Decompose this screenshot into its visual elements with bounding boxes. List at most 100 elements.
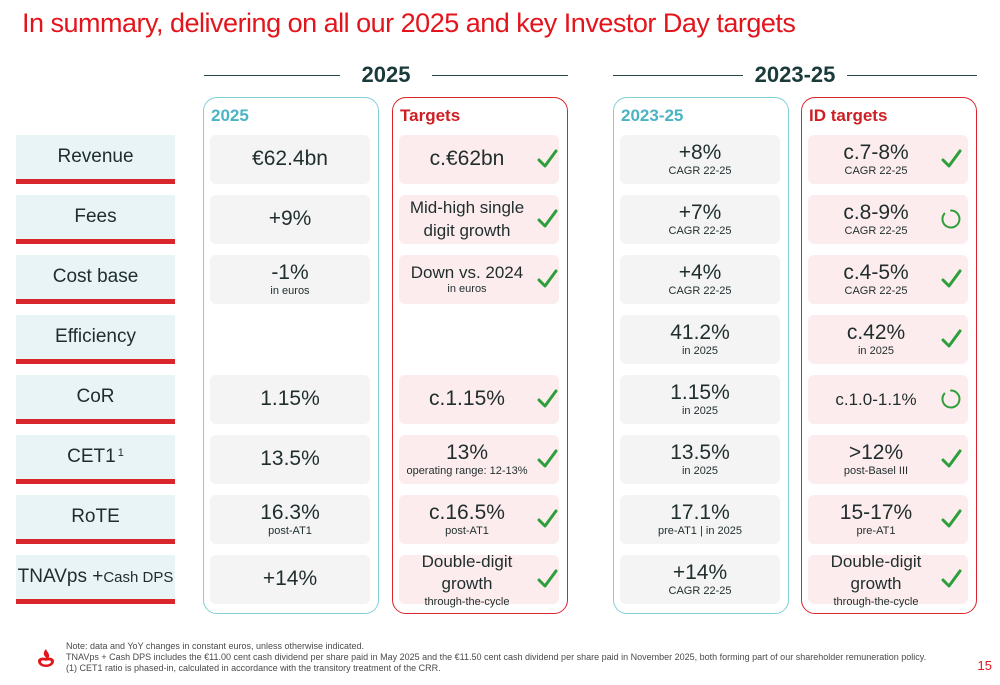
column-frame-id-targets <box>801 97 977 614</box>
check-icon <box>536 208 558 230</box>
progress-circle-icon <box>940 208 962 230</box>
cell-value: +4% <box>678 260 722 284</box>
cell-value: +9% <box>268 207 312 231</box>
cell-id-row-0: c.7-8% CAGR 22-25 <box>808 135 968 184</box>
column-frame-targets <box>392 97 568 614</box>
cell-t2025-row-1: Mid-high single digit growth <box>399 195 559 244</box>
cell-id-row-1: c.8-9% CAGR 22-25 <box>808 195 968 244</box>
row-label-efficiency: Efficiency <box>16 315 175 364</box>
cell-value: c.€62bn <box>429 147 505 171</box>
cell-value: 13% <box>445 440 489 464</box>
cell-a2025-row-1: +9% <box>210 195 370 244</box>
row-label-text: RoTE <box>71 506 120 527</box>
section-header-2025: 2025 <box>204 62 568 90</box>
progress-circle-icon <box>940 388 962 410</box>
row-label-text: Fees <box>74 206 117 227</box>
cell-value: Double-digit growth <box>421 551 513 593</box>
cell-subtext: CAGR 22-25 <box>668 164 732 177</box>
cell-subtext: pre-AT1 | in 2025 <box>658 524 742 537</box>
footnotes: Note: data and YoY changes in constant e… <box>66 641 946 674</box>
cell-a2325-row-4: 1.15% in 2025 <box>620 375 780 424</box>
cell-id-row-6: 15-17% pre-AT1 <box>808 495 968 544</box>
section-label-2023-25: 2023-25 <box>754 62 836 87</box>
row-label-rote: RoTE <box>16 495 175 544</box>
cell-value: c.16.5% <box>429 500 505 524</box>
row-label-text: Cost base <box>52 266 139 287</box>
cell-id-row-7: Double-digit growth through-the-cycle <box>808 552 968 607</box>
cell-t2025-row-4: c.1.15% <box>399 375 559 424</box>
cell-a2325-row-1: +7% CAGR 22-25 <box>620 195 780 244</box>
column-header-2023-25: 2023-25 <box>621 106 684 125</box>
cell-t2025-row-6: c.16.5% post-AT1 <box>399 495 559 544</box>
flame-logo-icon <box>38 649 54 667</box>
cell-subtext: CAGR 22-25 <box>844 164 908 177</box>
cell-a2025-row-4: 1.15% <box>210 375 370 424</box>
cell-value: +8% <box>678 140 722 164</box>
cell-a2325-row-7: +14% CAGR 22-25 <box>620 555 780 604</box>
cell-a2025-row-2: -1% in euros <box>210 255 370 304</box>
footnote-tnav: TNAVps + Cash DPS includes the €11.00 ce… <box>66 652 927 662</box>
cell-value: +14% <box>672 560 728 584</box>
check-icon <box>940 508 962 530</box>
cell-t2025-row-7: Double-digit growth through-the-cycle <box>399 552 559 607</box>
cell-value: +7% <box>678 200 722 224</box>
check-icon <box>940 328 962 350</box>
check-icon <box>940 568 962 590</box>
cell-value: c.8-9% <box>843 200 909 224</box>
cell-value: c.1.15% <box>429 387 505 411</box>
cell-subtext: post-Basel III <box>843 464 909 477</box>
row-label-text: CET1 <box>67 446 116 467</box>
check-icon <box>536 268 558 290</box>
cell-value: c.7-8% <box>843 140 909 164</box>
cell-subtext: post-AT1 <box>268 524 312 537</box>
row-label-text: Revenue <box>57 146 134 167</box>
cell-subtext: in 2025 <box>681 464 719 477</box>
cell-subtext: CAGR 22-25 <box>668 224 732 237</box>
row-label-cet1: CET1 1 <box>16 435 175 484</box>
check-icon <box>940 148 962 170</box>
cell-value: Down vs. 2024 <box>410 262 524 282</box>
cell-value: 16.3% <box>260 500 320 524</box>
cell-value: +14% <box>262 567 318 591</box>
row-label-text: Efficiency <box>55 326 136 347</box>
cell-value: Double-digit growth <box>830 551 922 593</box>
cell-t2025-row-5: 13% operating range: 12-13% <box>399 435 559 484</box>
column-frame-2023-25 <box>613 97 789 614</box>
column-header-targets: Targets <box>400 106 461 125</box>
cell-value: 1.15% <box>260 387 320 411</box>
check-icon <box>940 448 962 470</box>
cell-value: 1.15% <box>670 380 730 404</box>
row-label-revenue: Revenue <box>16 135 175 184</box>
cell-subtext: operating range: 12-13% <box>406 464 528 477</box>
cell-id-row-2: c.4-5% CAGR 22-25 <box>808 255 968 304</box>
cell-a2325-row-2: +4% CAGR 22-25 <box>620 255 780 304</box>
cell-subtext: CAGR 22-25 <box>844 224 908 237</box>
section-label-2025: 2025 <box>361 62 411 87</box>
cell-a2025-row-6: 16.3% post-AT1 <box>210 495 370 544</box>
check-icon <box>536 448 558 470</box>
row-label-cor: CoR <box>16 375 175 424</box>
column-header-2025: 2025 <box>211 106 249 125</box>
cell-value: 13.5% <box>670 440 730 464</box>
row-label-cost-base: Cost base <box>16 255 175 304</box>
footnote-cet1: (1) CET1 ratio is phased-in, calculated … <box>66 663 441 673</box>
cell-value: c.4-5% <box>843 260 909 284</box>
cell-value: 15-17% <box>839 500 913 524</box>
page-title: In summary, delivering on all our 2025 a… <box>22 8 796 38</box>
cell-value: >12% <box>848 440 904 464</box>
cell-a2025-row-5: 13.5% <box>210 435 370 484</box>
footnote-ref: 1 <box>117 447 124 459</box>
cell-subtext: CAGR 22-25 <box>668 284 732 297</box>
cell-a2325-row-0: +8% CAGR 22-25 <box>620 135 780 184</box>
check-icon <box>536 388 558 410</box>
cell-value: c.42% <box>846 320 906 344</box>
cell-subtext: in euros <box>270 284 310 297</box>
column-frame-2025 <box>203 97 379 614</box>
footnote-note: Note: data and YoY changes in constant e… <box>66 641 365 651</box>
cell-subtext: CAGR 22-25 <box>668 584 732 597</box>
cell-subtext: in euros <box>447 282 487 295</box>
cell-subtext: through-the-cycle <box>424 595 510 608</box>
cell-value: 13.5% <box>260 447 320 471</box>
cell-subtext: in 2025 <box>681 344 719 357</box>
row-label-text: TNAVps + <box>17 566 104 587</box>
